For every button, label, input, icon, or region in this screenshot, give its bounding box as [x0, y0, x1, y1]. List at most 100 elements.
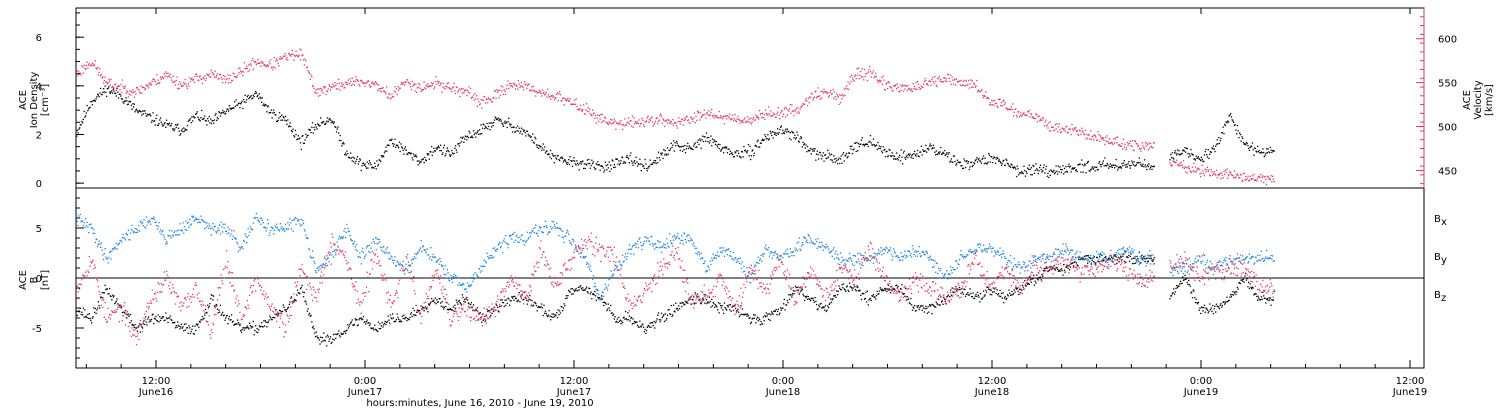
velocity-series-point	[204, 75, 205, 76]
density-series-point	[298, 135, 299, 136]
density-series-point	[748, 144, 749, 145]
by-series-point	[170, 237, 171, 238]
bx-series-point	[1244, 282, 1245, 283]
density-series-point	[286, 124, 287, 125]
velocity-series-point	[561, 100, 562, 101]
bx-series-point	[88, 318, 89, 319]
velocity-series-point	[1223, 171, 1224, 172]
bx-series-point	[1268, 297, 1269, 298]
velocity-series-point	[506, 88, 507, 89]
density-series-point	[1274, 151, 1275, 152]
bx-series-point	[693, 296, 694, 297]
bx-series-point	[331, 342, 332, 343]
bx-series-point	[213, 295, 214, 296]
bx-series-point	[876, 295, 877, 296]
density-series-point	[292, 131, 293, 132]
density-series-point	[522, 133, 523, 134]
bx-series-point	[1029, 284, 1030, 285]
velocity-series-point	[1205, 169, 1206, 170]
bx-series-point	[739, 316, 740, 317]
density-series-point	[248, 95, 249, 96]
velocity-series-point	[447, 87, 448, 88]
bx-series-point	[901, 284, 902, 285]
density-series-point	[825, 154, 826, 155]
velocity-series-point	[1017, 116, 1018, 117]
density-series-point	[1064, 168, 1065, 169]
velocity-series-point	[372, 81, 373, 82]
density-series-point	[749, 155, 750, 156]
velocity-series-point	[767, 114, 768, 115]
velocity-series-point	[680, 123, 681, 124]
velocity-series-point	[304, 64, 305, 65]
bx-series-point	[790, 294, 791, 295]
bx-series-point	[132, 324, 133, 325]
bx-series-point	[112, 295, 113, 296]
density-series-point	[450, 154, 451, 155]
velocity-series-point	[835, 96, 836, 97]
density-series-point	[274, 112, 275, 113]
bx-series-point	[870, 298, 871, 299]
bx-series-point	[1069, 269, 1070, 270]
density-series-point	[1043, 167, 1044, 168]
by-series-point	[200, 216, 201, 217]
velocity-series-point	[1081, 128, 1082, 129]
velocity-series-point	[699, 119, 700, 120]
by-series-point	[119, 243, 120, 244]
velocity-series-point	[369, 85, 370, 86]
velocity-series-point	[899, 91, 900, 92]
density-series-point	[465, 136, 466, 137]
density-series-point	[1088, 161, 1089, 162]
bx-series-point	[256, 331, 257, 332]
density-series-point	[1207, 156, 1208, 157]
velocity-series-point	[575, 104, 576, 105]
velocity-series-point	[511, 85, 512, 86]
bx-series-point	[349, 326, 350, 327]
velocity-series-point	[415, 84, 416, 85]
density-series-point	[972, 165, 973, 166]
velocity-series-point	[554, 99, 555, 100]
bx-series-point	[266, 322, 267, 323]
velocity-series-point	[546, 96, 547, 97]
velocity-series-point	[558, 100, 559, 101]
bx-series-point	[989, 289, 990, 290]
density-series-point	[330, 119, 331, 120]
density-series-point	[364, 165, 365, 166]
density-series-point	[255, 91, 256, 92]
velocity-series-point	[253, 69, 254, 70]
density-series-point	[1035, 170, 1036, 171]
velocity-series-point	[517, 89, 518, 90]
density-series-point	[857, 150, 858, 151]
density-series-point	[373, 167, 374, 168]
by-series-point	[139, 231, 140, 232]
density-series-point	[104, 91, 105, 92]
density-series-point	[130, 101, 131, 102]
velocity-series-point	[843, 95, 844, 96]
bx-series-point	[733, 310, 734, 311]
bx-series-point	[454, 305, 455, 306]
density-series-point	[759, 146, 760, 147]
by-series-point	[107, 258, 108, 259]
density-series-point	[707, 141, 708, 142]
bx-series-point	[1035, 281, 1036, 282]
velocity-series-point	[540, 91, 541, 92]
density-series-point	[1243, 142, 1244, 143]
bx-series-point	[1256, 296, 1257, 297]
bx-series-point	[908, 299, 909, 300]
bx-series-point	[453, 306, 454, 307]
density-series-point	[1181, 153, 1182, 154]
velocity-series-point	[615, 129, 616, 130]
velocity-series-point	[1181, 162, 1182, 163]
velocity-series-point	[215, 77, 216, 78]
velocity-series-point	[1031, 114, 1032, 115]
density-series-point	[1239, 132, 1240, 133]
density-series-point	[1151, 169, 1152, 170]
velocity-series-point	[567, 98, 568, 99]
density-series-point	[113, 89, 114, 90]
density-series-point	[1133, 161, 1134, 162]
velocity-series-point	[844, 95, 845, 96]
density-series-point	[963, 158, 964, 159]
velocity-series-point	[887, 88, 888, 89]
density-series-point	[200, 120, 201, 121]
velocity-series-point	[1057, 131, 1058, 132]
bx-series-point	[333, 334, 334, 335]
